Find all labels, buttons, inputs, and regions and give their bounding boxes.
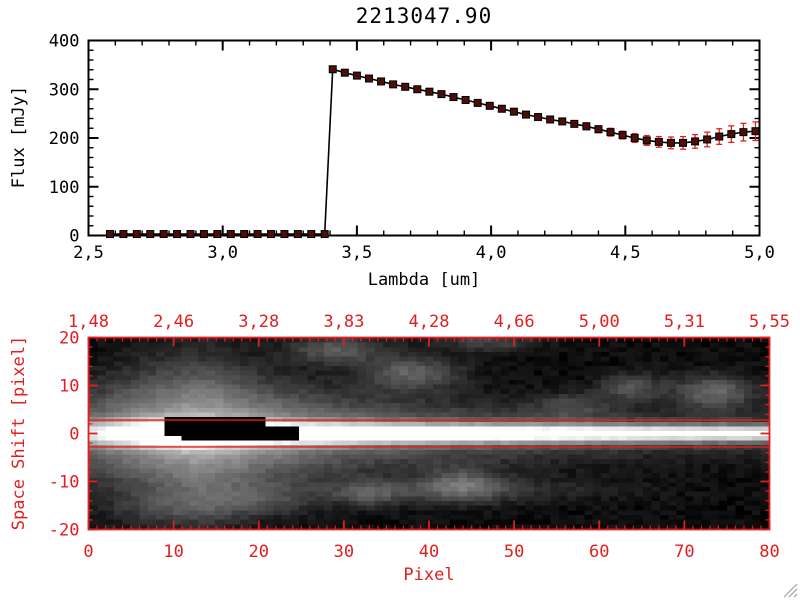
data-point-marker (413, 85, 422, 94)
data-point-marker (389, 80, 398, 89)
data-point-marker (473, 98, 482, 107)
data-point-marker (328, 65, 337, 74)
data-point-marker (240, 230, 249, 239)
tick-label: 200 (49, 129, 80, 149)
data-point-marker (253, 230, 262, 239)
data-point-marker (618, 131, 627, 140)
wavelength-tick-label: 4,28 (409, 312, 450, 332)
data-point-marker (401, 82, 410, 91)
pixel-tick-label: 80 (759, 542, 779, 562)
data-point-marker (546, 115, 555, 124)
pixel-tick-label: 50 (504, 542, 524, 562)
data-point-marker (703, 135, 712, 144)
data-point-marker (293, 230, 302, 239)
data-point-marker (119, 230, 128, 239)
data-point-marker (679, 138, 688, 147)
wavelength-tick-label: 5,55 (749, 312, 790, 332)
wavelength-tick-label: 4,66 (494, 312, 535, 332)
data-point-marker (654, 137, 663, 146)
data-point-marker (715, 132, 724, 141)
tick-label: 3,0 (207, 243, 238, 263)
pixel-axis-label: Pixel (403, 565, 455, 585)
wavelength-tick-label: 2,46 (153, 312, 194, 332)
pixel-tick-label: 30 (334, 542, 354, 562)
resize-grip-icon[interactable] (782, 584, 798, 598)
data-point-marker (630, 134, 639, 142)
tick-label: 5,0 (744, 243, 775, 263)
data-point-marker (449, 93, 458, 102)
wavelength-tick-label: 3,28 (238, 312, 279, 332)
tick-label: 4,0 (476, 243, 507, 263)
data-point-marker (425, 87, 434, 96)
data-point-marker (105, 230, 114, 239)
data-point-marker (534, 113, 543, 122)
data-point-marker (739, 128, 748, 137)
pixel-tick-label: 40 (419, 542, 439, 562)
tick-label: 4,5 (610, 243, 641, 263)
wavelength-tick-label: 5,31 (664, 312, 705, 332)
data-point-marker (582, 122, 591, 131)
shift-tick-label: 20 (59, 329, 79, 349)
lambda-axis-label: Lambda [um] (367, 270, 481, 290)
shift-tick-label: 0 (69, 425, 79, 445)
data-point-marker (594, 125, 603, 134)
data-point-marker (213, 230, 222, 239)
page-title: 2213047.90 (355, 4, 493, 28)
pixel-tick-label: 10 (163, 542, 183, 562)
tick-label: 0 (69, 227, 79, 247)
data-point-marker (340, 68, 349, 77)
data-point-marker (226, 230, 235, 239)
data-point-marker (751, 127, 760, 136)
data-point-marker (377, 77, 386, 86)
shift-tick-label: 10 (59, 377, 79, 397)
wavelength-tick-label: 3,83 (323, 312, 364, 332)
data-point-marker (521, 110, 530, 119)
spectral-2d-image (89, 338, 769, 529)
data-point-marker (267, 230, 276, 239)
data-point-marker (509, 107, 518, 116)
pixel-tick-label: 70 (674, 542, 694, 562)
data-point-marker (186, 230, 195, 239)
image-plot-frame (87, 336, 771, 531)
data-point-marker (666, 138, 675, 147)
data-point-marker (727, 130, 736, 139)
tick-label: 400 (49, 32, 80, 52)
data-point-marker (364, 74, 373, 83)
shift-tick-label: -20 (49, 521, 80, 541)
data-point-marker (173, 230, 182, 239)
wavelength-tick-label: 1,48 (68, 312, 109, 332)
data-point-marker (352, 71, 361, 80)
tick-label: 300 (49, 80, 80, 100)
data-point-marker (461, 95, 470, 104)
data-point-marker (558, 117, 567, 126)
data-point-marker (132, 230, 141, 239)
pixel-tick-label: 0 (83, 542, 93, 562)
data-point-marker (497, 104, 506, 113)
shift-tick-label: -10 (49, 473, 80, 493)
data-point-marker (146, 230, 155, 239)
data-point-marker (199, 230, 208, 239)
pixel-tick-label: 60 (589, 542, 609, 562)
data-point-marker (606, 128, 615, 137)
data-point-marker (307, 230, 316, 239)
tick-label: 100 (49, 178, 80, 198)
data-point-marker (691, 137, 700, 146)
data-point-marker (485, 101, 494, 110)
data-point-marker (642, 136, 651, 145)
tick-label: 3,5 (342, 243, 373, 263)
data-point-marker (159, 230, 168, 239)
wavelength-tick-label: 5,00 (579, 312, 620, 332)
pixel-tick-label: 20 (249, 542, 269, 562)
data-point-marker (437, 90, 446, 99)
data-point-marker (280, 230, 289, 239)
tick-label: 2,5 (73, 243, 104, 263)
data-point-marker (320, 230, 329, 239)
data-point-marker (570, 119, 579, 128)
